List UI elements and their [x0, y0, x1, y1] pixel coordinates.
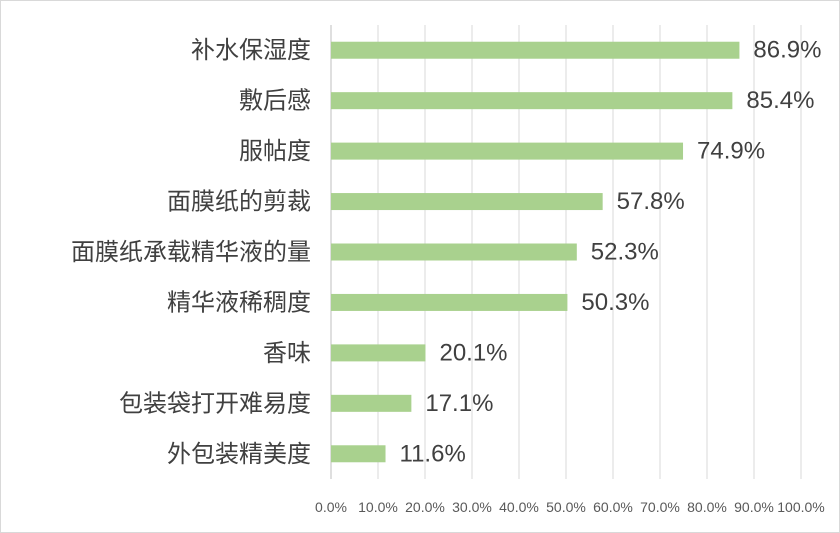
x-tick-label-100: 100.0%	[777, 499, 824, 515]
data-label-5: 50.3%	[581, 289, 649, 316]
data-label-3: 57.8%	[617, 188, 685, 215]
category-label-5: 精华液稀稠度	[167, 288, 311, 316]
category-label-3: 面膜纸的剪裁	[167, 188, 311, 216]
data-label-4: 52.3%	[591, 239, 659, 266]
bar-3	[331, 193, 603, 211]
bar-0	[331, 41, 740, 59]
category-label-4: 面膜纸承载精华液的量	[71, 238, 311, 266]
data-label-8: 11.6%	[400, 440, 466, 467]
data-label-6: 20.1%	[439, 339, 507, 366]
bar-4	[331, 243, 577, 261]
x-tick-label-60: 60.0%	[593, 499, 633, 515]
x-tick-label-50: 50.0%	[546, 499, 586, 515]
bar-7	[331, 394, 412, 412]
bar-5	[331, 293, 568, 311]
category-label-1: 敷后感	[239, 87, 311, 115]
category-label-0: 补水保湿度	[191, 36, 311, 64]
category-label-8: 外包装精美度	[167, 440, 311, 468]
x-tick-label-80: 80.0%	[687, 499, 727, 515]
data-label-0: 86.9%	[753, 37, 821, 64]
data-labels: 86.9% 85.4% 74.9% 57.8% 52.3% 50.3% 20.1% 17.1%…	[400, 37, 822, 468]
data-label-7: 17.1%	[425, 390, 493, 417]
bar-6	[331, 344, 426, 362]
bar-2	[331, 142, 684, 160]
bar-1	[331, 92, 733, 110]
x-tick-label-70: 70.0%	[640, 499, 680, 515]
category-label-7: 包装袋打开难易度	[119, 389, 311, 417]
x-tick-label-10: 10.0%	[358, 499, 398, 515]
bar-8	[331, 445, 386, 463]
x-tick-label-90: 90.0%	[734, 499, 774, 515]
data-label-1: 85.4%	[746, 87, 814, 114]
bars	[331, 41, 740, 463]
x-tick-label-40: 40.0%	[499, 499, 539, 515]
category-label-2: 服帖度	[239, 137, 311, 165]
category-label-6: 香味	[263, 339, 311, 367]
x-tick-label-30: 30.0%	[452, 499, 492, 515]
category-labels: 补水保湿度敷后感服帖度面膜纸的剪裁面膜纸承载精华液的量精华液稀稠度香味包装袋打开…	[71, 36, 311, 468]
x-axis-tick-labels: 0.0% 10.0% 20.0% 30.0% 40.0% 50.0% 60.0% 70.0% 8…	[315, 499, 825, 515]
data-label-2: 74.9%	[697, 138, 765, 165]
x-tick-label-0: 0.0%	[315, 499, 347, 515]
x-tick-label-20: 20.0%	[405, 499, 445, 515]
